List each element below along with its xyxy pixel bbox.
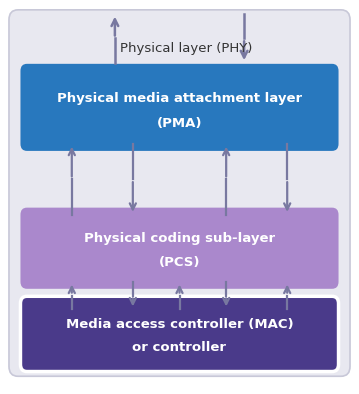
Text: Physical layer (PHY): Physical layer (PHY) (121, 42, 253, 54)
FancyBboxPatch shape (20, 296, 339, 372)
Text: (PCS): (PCS) (159, 256, 200, 269)
FancyBboxPatch shape (9, 10, 350, 376)
Text: Physical coding sub-layer: Physical coding sub-layer (84, 232, 275, 245)
Text: Media access controller (MAC): Media access controller (MAC) (66, 318, 293, 331)
FancyBboxPatch shape (20, 64, 339, 151)
FancyBboxPatch shape (20, 208, 339, 289)
Text: Physical media attachment layer: Physical media attachment layer (57, 92, 302, 105)
Text: (PMA): (PMA) (157, 117, 202, 130)
Text: or controller: or controller (132, 341, 227, 354)
